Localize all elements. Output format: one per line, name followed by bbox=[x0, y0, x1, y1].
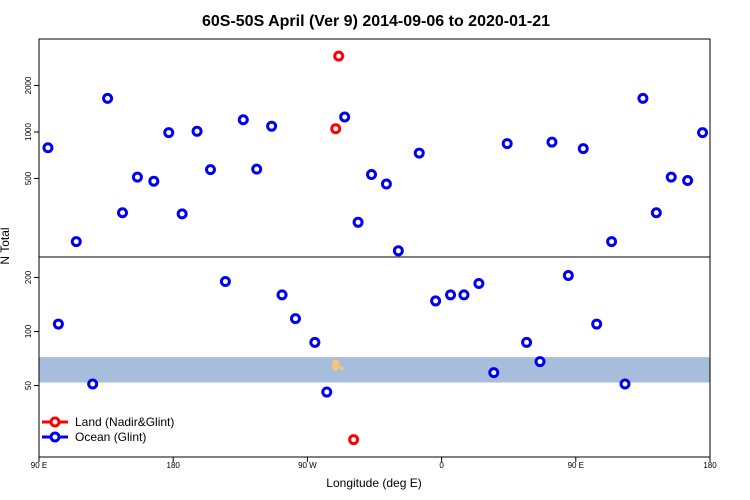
land-point bbox=[333, 50, 345, 62]
ocean-point bbox=[445, 289, 457, 301]
ocean-point bbox=[682, 174, 694, 186]
ocean-point bbox=[430, 295, 442, 307]
ocean-point bbox=[191, 125, 203, 137]
ocean-point bbox=[562, 270, 574, 282]
y-tick-label: 100 bbox=[24, 324, 33, 338]
ocean-point bbox=[237, 114, 249, 126]
y-axis-upper: 500 1000 2000 bbox=[24, 76, 39, 185]
x-tick-label: 180 bbox=[167, 461, 181, 470]
ocean-point bbox=[473, 278, 485, 290]
ocean-point bbox=[87, 378, 99, 390]
land-point bbox=[330, 123, 342, 135]
x-tick-label: 90 E bbox=[31, 461, 47, 470]
ocean-point bbox=[131, 171, 143, 183]
y-tick-label: 1000 bbox=[24, 123, 33, 141]
x-tick-label: 180 bbox=[703, 461, 717, 470]
legend: Land (Nadir&Glint) Ocean (Glint) bbox=[42, 415, 174, 444]
lower-panel-band-layer bbox=[39, 357, 710, 383]
land-patch bbox=[339, 366, 344, 371]
y-tick-label: 500 bbox=[24, 171, 33, 185]
ocean-point bbox=[665, 171, 677, 183]
ocean-point bbox=[458, 289, 470, 301]
ocean-point bbox=[546, 136, 558, 148]
ocean-point bbox=[266, 120, 278, 132]
y-axis-label: N Total bbox=[0, 227, 12, 264]
ocean-point bbox=[619, 378, 631, 390]
y-axis-lower: 50 100 200 bbox=[24, 270, 39, 390]
y-tick-label: 200 bbox=[24, 270, 33, 284]
plot-frame bbox=[38, 38, 711, 458]
ocean-point bbox=[204, 164, 216, 176]
ocean-point bbox=[606, 236, 618, 248]
land-patch-layer bbox=[331, 359, 344, 372]
data-points bbox=[42, 50, 709, 446]
ocean-point bbox=[650, 207, 662, 219]
legend-label-land: Land (Nadir&Glint) bbox=[75, 415, 174, 429]
chart-title: 60S-50S April (Ver 9) 2014-09-06 to 2020… bbox=[202, 13, 550, 30]
ocean-point bbox=[591, 318, 603, 330]
ocean-point bbox=[70, 236, 82, 248]
ocean-point bbox=[251, 163, 263, 175]
ocean-point bbox=[276, 289, 288, 301]
x-tick-label: 90 E bbox=[568, 461, 584, 470]
ocean-point bbox=[117, 207, 129, 219]
ocean-point bbox=[176, 208, 188, 220]
ocean-point bbox=[163, 127, 175, 139]
x-axis-label: Longitude (deg E) bbox=[326, 476, 421, 490]
x-tick-label: 90 W bbox=[298, 461, 317, 470]
land-point bbox=[348, 434, 360, 446]
legend-marker-ocean bbox=[49, 431, 61, 443]
x-axis: 90 E 180 90 W 0 90 E 180 bbox=[31, 457, 717, 470]
ocean-point bbox=[148, 175, 160, 187]
x-tick-label: 0 bbox=[439, 461, 444, 470]
ocean-point bbox=[577, 143, 589, 155]
ocean-point bbox=[102, 92, 114, 104]
ocean-point bbox=[352, 216, 364, 228]
ocean-point bbox=[321, 386, 333, 398]
ocean-point bbox=[42, 142, 54, 154]
ocean-point bbox=[309, 336, 321, 348]
ocean-point bbox=[501, 138, 513, 150]
ocean-point bbox=[289, 313, 301, 325]
ocean-point bbox=[380, 178, 392, 190]
y-tick-label: 2000 bbox=[24, 76, 33, 94]
ocean-point bbox=[488, 367, 500, 379]
ocean-point bbox=[534, 356, 546, 368]
ocean-point bbox=[413, 147, 425, 159]
ocean-point bbox=[521, 336, 533, 348]
y-tick-label: 50 bbox=[24, 381, 33, 390]
legend-label-ocean: Ocean (Glint) bbox=[75, 430, 146, 444]
land-patch bbox=[331, 359, 340, 372]
ocean-point bbox=[637, 92, 649, 104]
ocean-point bbox=[339, 111, 351, 123]
ocean-point bbox=[219, 275, 231, 287]
shaded-band bbox=[39, 357, 710, 383]
ocean-point bbox=[366, 169, 378, 181]
ocean-point bbox=[52, 318, 64, 330]
ocean-point bbox=[392, 245, 404, 257]
ocean-point bbox=[697, 127, 709, 139]
legend-marker-land bbox=[49, 416, 61, 428]
